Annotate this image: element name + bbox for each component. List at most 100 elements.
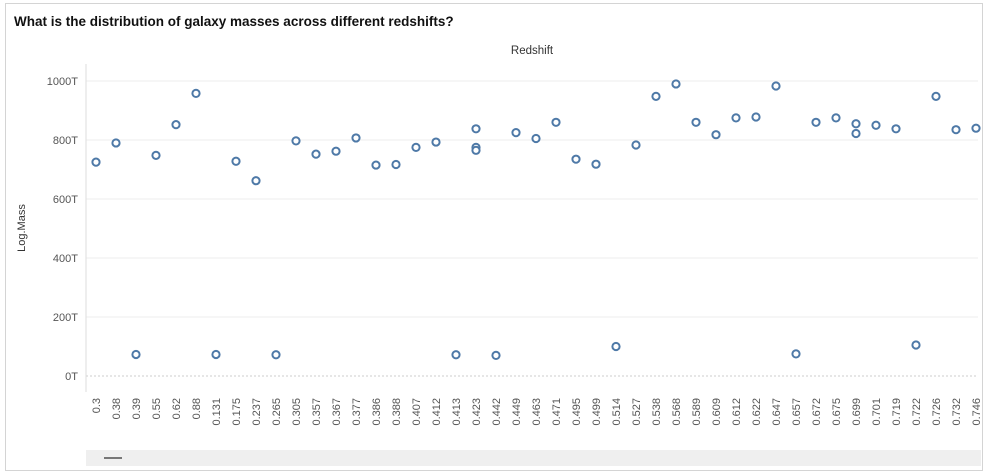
data-point[interactable] <box>131 349 141 360</box>
data-point[interactable] <box>391 159 401 170</box>
x-tick-label: 0.701 <box>871 398 883 426</box>
x-tick-label: 0.377 <box>351 398 363 426</box>
x-tick-label: 0.699 <box>851 398 863 426</box>
x-tick-label: 0.38 <box>111 398 123 419</box>
data-point[interactable] <box>231 156 241 166</box>
x-tick-label: 0.131 <box>211 398 223 426</box>
x-tick-label: 0.732 <box>951 398 963 426</box>
data-point[interactable] <box>431 137 441 147</box>
x-tick-label: 0.622 <box>751 398 763 426</box>
data-point[interactable] <box>271 350 281 360</box>
data-point[interactable] <box>731 113 741 123</box>
x-tick-label: 0.719 <box>891 398 903 426</box>
data-point[interactable] <box>751 112 761 122</box>
data-point[interactable] <box>851 119 861 129</box>
x-axis-ticks: 0.3 0.38 0.39 0.55 0.62 0.88 0.131 0.175 0.237 0.… <box>91 398 983 426</box>
gridlines <box>85 64 978 392</box>
data-point[interactable] <box>311 149 321 159</box>
x-tick-label: 0.305 <box>291 398 303 426</box>
data-point[interactable] <box>711 130 721 140</box>
data-point[interactable] <box>671 79 681 89</box>
x-tick-label: 0.471 <box>551 398 563 426</box>
data-point[interactable] <box>331 146 341 156</box>
chart-title: What is the distribution of galaxy masse… <box>14 14 454 29</box>
x-tick-label: 0.386 <box>371 398 383 426</box>
x-tick-label: 0.442 <box>491 398 503 426</box>
data-point[interactable] <box>871 120 881 130</box>
x-tick-label: 0.527 <box>631 398 643 426</box>
x-tick-label: 0.499 <box>591 398 603 426</box>
x-tick-label: 0.675 <box>831 398 843 426</box>
data-point[interactable] <box>371 160 381 170</box>
x-tick-label: 0.265 <box>271 398 283 426</box>
data-point[interactable] <box>411 142 421 152</box>
x-tick-label: 0.62 <box>171 398 183 419</box>
y-axis-ticks: 0T 200T 400T 600T 800T 1000T <box>47 76 78 383</box>
data-point[interactable] <box>291 136 301 146</box>
data-point[interactable] <box>951 125 961 135</box>
y-tick-label: 800T <box>53 135 78 147</box>
x-tick-label: 0.609 <box>711 398 723 426</box>
data-point[interactable] <box>811 117 821 127</box>
data-point[interactable] <box>631 140 641 150</box>
data-point[interactable] <box>511 128 521 138</box>
data-point[interactable] <box>571 154 581 164</box>
x-tick-label: 0.657 <box>791 398 803 426</box>
data-point[interactable] <box>151 150 161 160</box>
data-point[interactable] <box>551 117 561 127</box>
x-tick-label: 0.412 <box>431 398 443 426</box>
x-tick-label: 0.39 <box>131 398 143 419</box>
data-point[interactable] <box>591 159 601 169</box>
data-point[interactable] <box>451 350 461 360</box>
x-tick-label: 0.407 <box>411 398 423 426</box>
y-tick-label: 0T <box>65 371 78 383</box>
data-point[interactable] <box>691 117 701 127</box>
data-point[interactable] <box>171 120 181 130</box>
data-point[interactable] <box>471 124 481 134</box>
scrollbar-thumb[interactable] <box>104 457 122 459</box>
x-tick-label: 0.722 <box>911 398 923 426</box>
y-tick-label: 600T <box>53 194 78 206</box>
x-tick-label: 0.589 <box>691 398 703 426</box>
data-point[interactable] <box>791 349 801 359</box>
data-points <box>91 79 981 360</box>
x-tick-label: 0.495 <box>571 398 583 426</box>
data-point[interactable] <box>851 128 861 139</box>
data-point[interactable] <box>611 341 621 352</box>
data-point[interactable] <box>531 133 541 144</box>
data-point[interactable] <box>191 88 201 98</box>
data-point[interactable] <box>651 91 661 101</box>
x-tick-label: 0.538 <box>651 398 663 426</box>
x-tick-label: 0.388 <box>391 398 403 426</box>
x-tick-label: 0.367 <box>331 398 343 426</box>
data-point[interactable] <box>471 145 481 155</box>
y-tick-label: 1000T <box>47 76 78 88</box>
x-tick-label: 0.357 <box>311 398 323 426</box>
data-point[interactable] <box>831 113 841 123</box>
data-point[interactable] <box>971 123 981 133</box>
data-point[interactable] <box>931 91 941 101</box>
horizontal-scrollbar[interactable] <box>86 450 981 466</box>
x-tick-label: 0.413 <box>451 398 463 426</box>
y-tick-label: 400T <box>53 253 78 265</box>
data-point[interactable] <box>351 133 361 143</box>
data-point[interactable] <box>91 157 101 167</box>
data-point[interactable] <box>911 340 921 350</box>
x-tick-label: 0.237 <box>251 398 263 426</box>
data-point[interactable] <box>211 349 221 360</box>
x-tick-label: 0.746 <box>971 398 983 426</box>
data-point[interactable] <box>771 81 781 91</box>
x-tick-label: 0.88 <box>191 398 203 419</box>
x-tick-label: 0.514 <box>611 398 623 426</box>
y-tick-label: 200T <box>53 312 78 324</box>
x-tick-label: 0.55 <box>151 398 163 419</box>
data-point[interactable] <box>111 138 121 148</box>
x-tick-label: 0.175 <box>231 398 243 426</box>
x-tick-label: 0.423 <box>471 398 483 426</box>
data-point[interactable] <box>251 176 261 186</box>
data-point[interactable] <box>891 124 901 134</box>
x-tick-label: 0.647 <box>771 398 783 426</box>
data-point[interactable] <box>491 350 501 360</box>
x-tick-label: 0.463 <box>531 398 543 426</box>
